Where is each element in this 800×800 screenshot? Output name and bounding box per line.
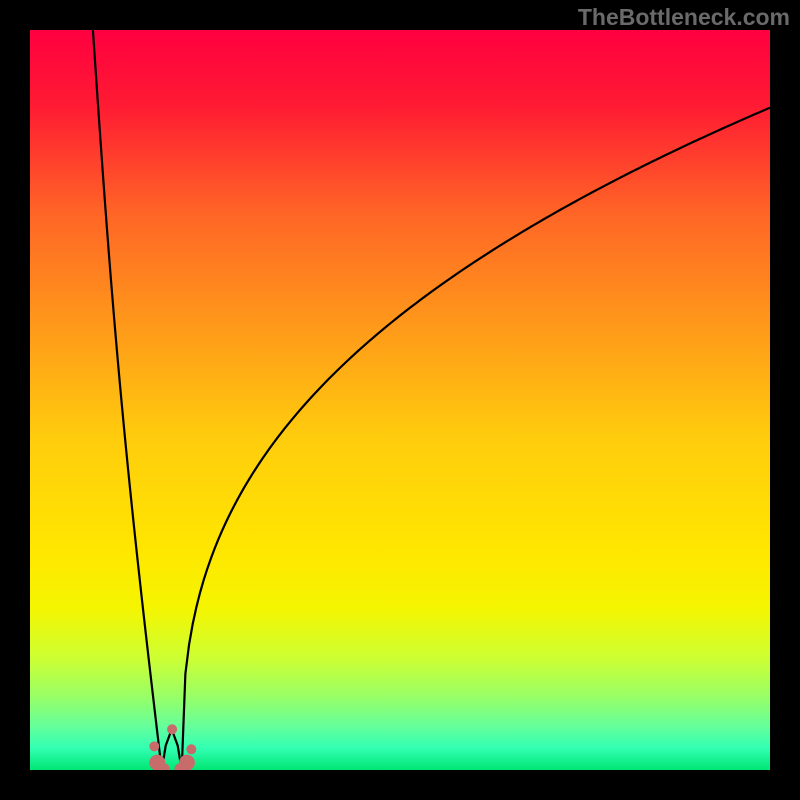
- plot-area: [30, 30, 770, 770]
- bottleneck-curve: [93, 30, 770, 770]
- curve-marker: [179, 755, 195, 770]
- curve-layer: [30, 30, 770, 770]
- curve-marker: [167, 724, 177, 734]
- curve-marker: [149, 741, 159, 751]
- chart-container: TheBottleneck.com: [0, 0, 800, 800]
- watermark-text: TheBottleneck.com: [578, 4, 790, 31]
- curve-marker: [186, 744, 196, 754]
